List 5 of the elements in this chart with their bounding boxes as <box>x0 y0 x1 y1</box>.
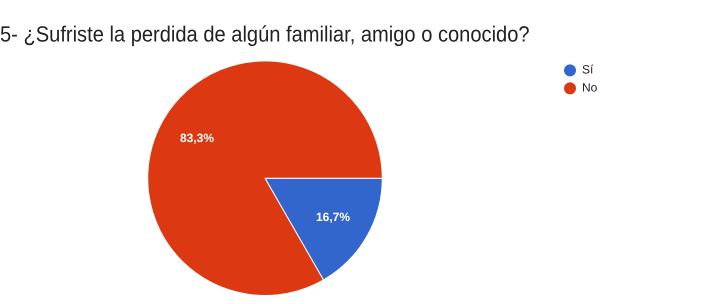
data-label: 83,3% <box>180 131 214 146</box>
legend-label: No <box>582 80 598 95</box>
legend-label: Sí <box>582 62 594 77</box>
chart-title: 5- ¿Sufriste la perdida de algún familiar, amigo o conocido? <box>0 22 530 46</box>
data-label: 16,7% <box>316 210 350 224</box>
